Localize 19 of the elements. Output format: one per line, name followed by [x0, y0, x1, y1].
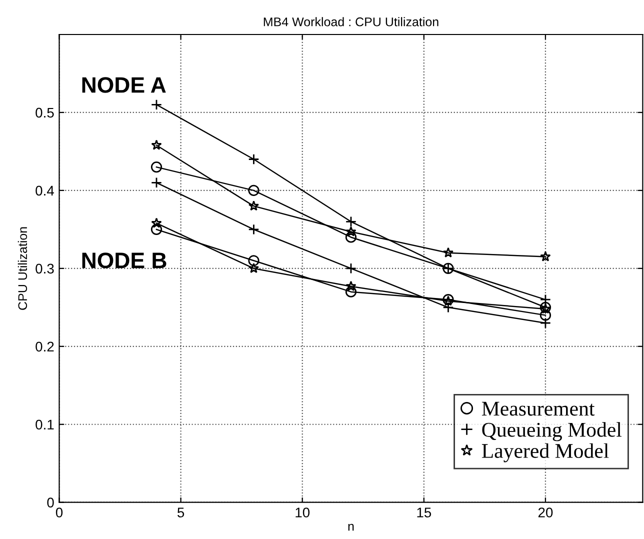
legend-label: Layered Model [482, 443, 609, 462]
y-tick-label: 0.3 [36, 264, 54, 274]
x-tick-label: 20 [538, 508, 553, 518]
annotation: NODE A [82, 77, 166, 93]
annotation: NODE B [82, 252, 166, 268]
y-tick-label: 0 [47, 498, 54, 508]
y-tick-label: 0.1 [36, 420, 54, 430]
x-tick-label: 15 [417, 508, 432, 518]
y-tick-label: 0.5 [36, 108, 54, 118]
x-axis-title: n [348, 524, 354, 531]
x-tick-label: 5 [177, 508, 184, 518]
y-axis-title: CPU Utilization [18, 227, 28, 310]
x-tick-label: 0 [56, 508, 63, 518]
y-tick-label: 0.2 [36, 342, 54, 352]
y-tick-label: 0.4 [36, 186, 54, 196]
legend-label: Measurement [482, 402, 595, 416]
legend-label: Queueing Model [482, 422, 622, 442]
chart-title: MB4 Workload : CPU Utilization [264, 17, 438, 26]
x-tick-label: 10 [296, 508, 310, 518]
